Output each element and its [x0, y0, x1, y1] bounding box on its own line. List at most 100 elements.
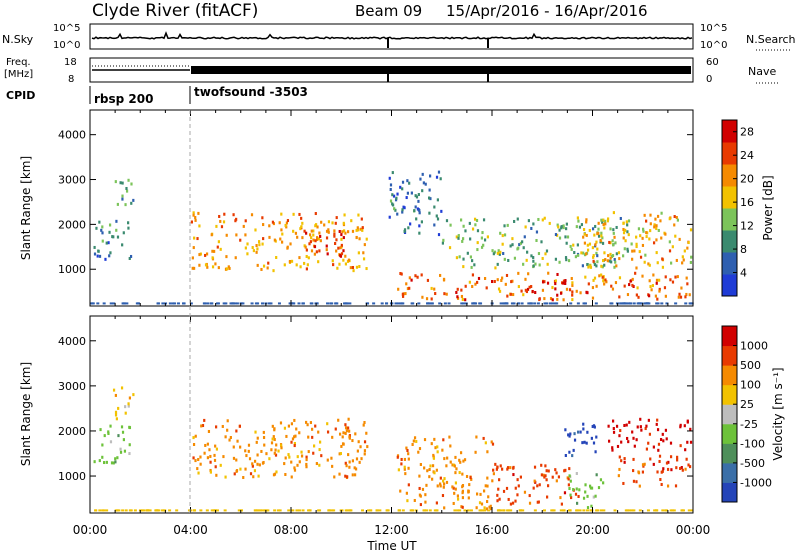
data-cell [351, 265, 355, 269]
data-cell [421, 189, 424, 193]
data-cell [204, 253, 207, 257]
data-cell [656, 470, 659, 474]
data-cell [595, 240, 598, 244]
data-cell [362, 251, 365, 255]
data-cell [570, 247, 573, 251]
data-cell [114, 460, 117, 464]
data-cell [285, 434, 288, 438]
data-cell [532, 256, 535, 260]
scatter-cell [239, 509, 243, 512]
scatter-cell [430, 302, 434, 305]
data-cell [256, 462, 259, 466]
data-cell [645, 235, 648, 239]
data-cell [440, 209, 443, 213]
data-cell [655, 251, 658, 255]
data-cell [534, 262, 537, 266]
data-cell [571, 281, 574, 285]
data-cell [613, 265, 616, 269]
data-cell [661, 432, 664, 436]
data-cell [228, 438, 231, 442]
power-cells [90, 170, 694, 305]
data-cell [262, 264, 266, 268]
power-colorbar-label: Power [dB] [761, 175, 775, 240]
data-cell [105, 460, 108, 464]
data-cell [357, 213, 360, 217]
scatter-cell [487, 509, 491, 512]
data-cell [316, 225, 319, 229]
data-cell [483, 506, 486, 510]
data-cell [585, 441, 588, 445]
data-cell [593, 425, 596, 429]
data-cell [482, 243, 485, 247]
data-cell [307, 450, 310, 454]
data-cell [562, 279, 566, 283]
data-cell [98, 459, 101, 463]
data-cell [348, 435, 351, 439]
data-cell [649, 285, 652, 289]
data-cell [358, 237, 361, 241]
data-cell [676, 275, 679, 279]
scatter-cell [481, 509, 485, 512]
data-cell [562, 281, 565, 285]
data-cell [534, 291, 537, 295]
data-cell [679, 444, 682, 448]
nave-trace-twofsound [191, 66, 691, 74]
data-cell [222, 455, 225, 459]
data-cell [577, 494, 580, 498]
data-cell [505, 486, 509, 490]
data-cell [218, 214, 221, 218]
data-cell [127, 178, 130, 182]
data-cell [293, 418, 296, 422]
data-cell [474, 450, 477, 454]
data-cell [419, 177, 422, 181]
nsky-tick-top: 10^5 [53, 23, 80, 34]
data-cell [576, 243, 579, 247]
scatter-cell [509, 509, 513, 512]
data-cell [586, 506, 590, 510]
data-cell [273, 428, 276, 432]
data-cell [590, 486, 594, 490]
data-cell [445, 292, 448, 296]
data-cell [272, 269, 275, 273]
scatter-cell [297, 302, 301, 305]
cpid-program-1: rbsp 200 [94, 92, 153, 106]
data-cell [680, 466, 683, 470]
data-cell [456, 494, 460, 498]
data-cell [564, 454, 567, 458]
data-cell [564, 256, 568, 260]
data-cell [565, 222, 568, 226]
data-cell [540, 473, 543, 477]
data-cell [631, 283, 634, 287]
data-cell [674, 234, 677, 238]
data-cell [219, 247, 222, 251]
data-cell [623, 423, 626, 427]
data-cell [470, 265, 473, 269]
data-cell [426, 278, 430, 282]
data-cell [347, 230, 350, 234]
data-cell [410, 191, 413, 195]
data-cell [582, 228, 586, 232]
data-cell [443, 292, 446, 296]
data-cell [532, 264, 535, 268]
data-cell [473, 217, 477, 221]
data-cell [635, 266, 638, 270]
data-cell [273, 451, 276, 455]
data-cell [353, 473, 357, 477]
data-cell [503, 233, 507, 237]
data-cell [421, 172, 424, 176]
data-cell [305, 254, 308, 258]
data-cell [215, 447, 219, 451]
data-cell [233, 472, 236, 476]
data-cell [516, 217, 519, 221]
data-cell [319, 239, 322, 243]
data-cell [357, 228, 360, 232]
data-cell [455, 235, 458, 239]
data-cell [516, 493, 519, 497]
scatter-cell [456, 509, 460, 512]
scatter-cell [664, 509, 668, 512]
data-cell [103, 461, 106, 465]
data-cell [331, 435, 334, 439]
data-cell [622, 231, 626, 235]
data-cell [338, 472, 341, 476]
data-cell [572, 488, 575, 492]
